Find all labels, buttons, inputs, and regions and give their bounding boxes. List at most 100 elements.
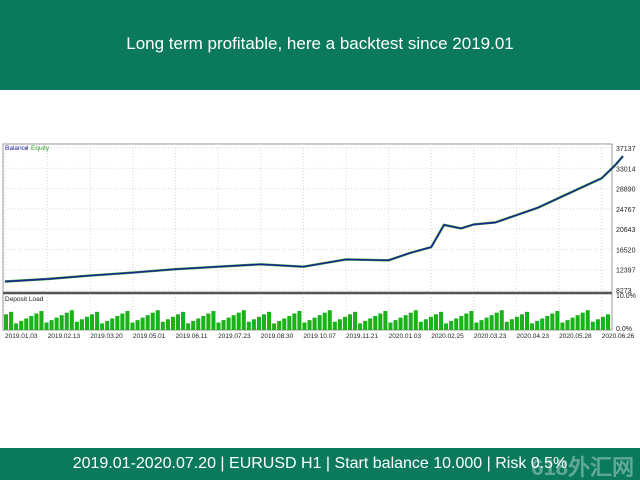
load-bar	[297, 311, 302, 330]
load-bar	[267, 311, 272, 330]
y-tick-label: 20643	[616, 227, 636, 234]
y-tick-label: 33014	[616, 166, 636, 173]
load-bar	[170, 316, 175, 330]
load-bar	[140, 317, 145, 330]
y-tick-label: 16520	[616, 247, 636, 254]
load-bar	[555, 311, 560, 330]
load-y-tick: 10.0%	[616, 293, 636, 300]
load-bar	[418, 321, 423, 330]
x-tick-label: 2019.06.11	[175, 333, 207, 340]
x-tick-label: 2019.02.13	[48, 333, 81, 340]
x-tick-label: 2019.03.20	[90, 333, 123, 340]
load-bar	[560, 322, 565, 330]
load-bar	[95, 311, 100, 330]
load-bar	[236, 312, 241, 330]
load-bar	[211, 311, 216, 330]
load-bar	[216, 322, 221, 330]
load-bar	[464, 313, 469, 330]
load-bar	[160, 321, 165, 330]
x-tick-label: 2020.01.03	[389, 333, 422, 340]
load-bar	[469, 311, 474, 330]
load-bar	[459, 315, 464, 330]
footer-banner: 2019.01-2020.07.20 | EURUSD H1 | Start b…	[0, 448, 640, 480]
load-bar	[39, 311, 44, 330]
load-bar	[368, 318, 373, 330]
backtest-chart: 37137 33014 28890 24767 20643 16520 12397 8273 2…	[0, 140, 640, 340]
load-bar	[403, 315, 408, 330]
load-bar	[590, 321, 595, 330]
load-bar	[565, 320, 570, 330]
load-bar	[155, 310, 160, 330]
load-bar	[105, 320, 110, 330]
load-bar	[388, 322, 393, 330]
load-bar	[312, 317, 317, 330]
load-bar	[74, 321, 79, 330]
load-bar	[332, 321, 337, 330]
load-bar	[327, 310, 332, 330]
load-bar	[600, 316, 605, 330]
x-tick-label: 2020.04.23	[516, 333, 549, 340]
load-bar	[261, 314, 267, 330]
load-y-tick: 0.0%	[616, 326, 632, 333]
load-bar	[241, 310, 246, 330]
x-tick-label: 2019.10.07	[303, 333, 336, 340]
load-bar	[509, 319, 514, 330]
y-tick-label: 24767	[616, 207, 636, 214]
load-bar	[282, 318, 287, 330]
load-bar	[504, 321, 509, 330]
header-banner: Long term profitable, here a backtest si…	[0, 0, 640, 90]
load-bar	[347, 314, 353, 330]
load-bar	[201, 315, 206, 330]
load-bar	[221, 320, 226, 330]
load-bar	[342, 316, 347, 330]
load-bar	[100, 323, 105, 330]
load-bar	[256, 316, 261, 330]
load-bar	[489, 315, 494, 330]
load-bar	[439, 311, 444, 330]
load-bar	[373, 315, 378, 330]
load-bar	[519, 314, 525, 330]
chart-svg: 37137 33014 28890 24767 20643 16520 12397 8273 2…	[2, 143, 636, 340]
load-bar	[317, 315, 322, 330]
load-bar	[423, 319, 428, 330]
legend-separator: /	[26, 145, 28, 152]
load-bar	[24, 318, 29, 330]
load-bar	[570, 317, 575, 330]
load-bar	[69, 310, 74, 330]
balance-line	[4, 155, 624, 283]
load-bar	[4, 314, 9, 330]
load-bar	[165, 319, 170, 330]
load-bar	[150, 312, 155, 330]
load-bar	[525, 311, 530, 330]
load-bar	[575, 315, 580, 330]
x-tick-label: 2020.06.26	[602, 333, 635, 340]
load-bar	[484, 317, 489, 330]
load-bar	[145, 315, 150, 330]
legend-balance: Balance	[5, 145, 29, 152]
load-bar	[353, 311, 358, 330]
load-bar	[378, 313, 383, 330]
load-bar	[54, 317, 59, 330]
x-tick-label: 2019.11.21	[346, 333, 378, 340]
load-bar	[287, 315, 292, 330]
load-bar	[175, 314, 181, 330]
load-bar	[120, 313, 125, 330]
y-tick-label: 28890	[616, 187, 636, 194]
legend-equity: Equity	[31, 145, 50, 152]
load-bar	[34, 313, 39, 330]
load-bar	[474, 322, 479, 330]
load-bar	[135, 320, 140, 330]
load-bar	[307, 320, 312, 330]
load-bar	[545, 315, 550, 330]
load-bar	[363, 320, 368, 330]
load-bar	[454, 318, 459, 330]
load-bar	[59, 315, 64, 330]
x-tick-label: 2020.02.25	[431, 333, 464, 340]
load-bar	[226, 317, 231, 330]
load-bar	[277, 320, 282, 330]
load-bar	[231, 315, 236, 330]
load-bar	[428, 316, 433, 330]
load-bar	[272, 323, 277, 330]
load-bar	[79, 319, 84, 330]
load-bar	[514, 316, 519, 330]
